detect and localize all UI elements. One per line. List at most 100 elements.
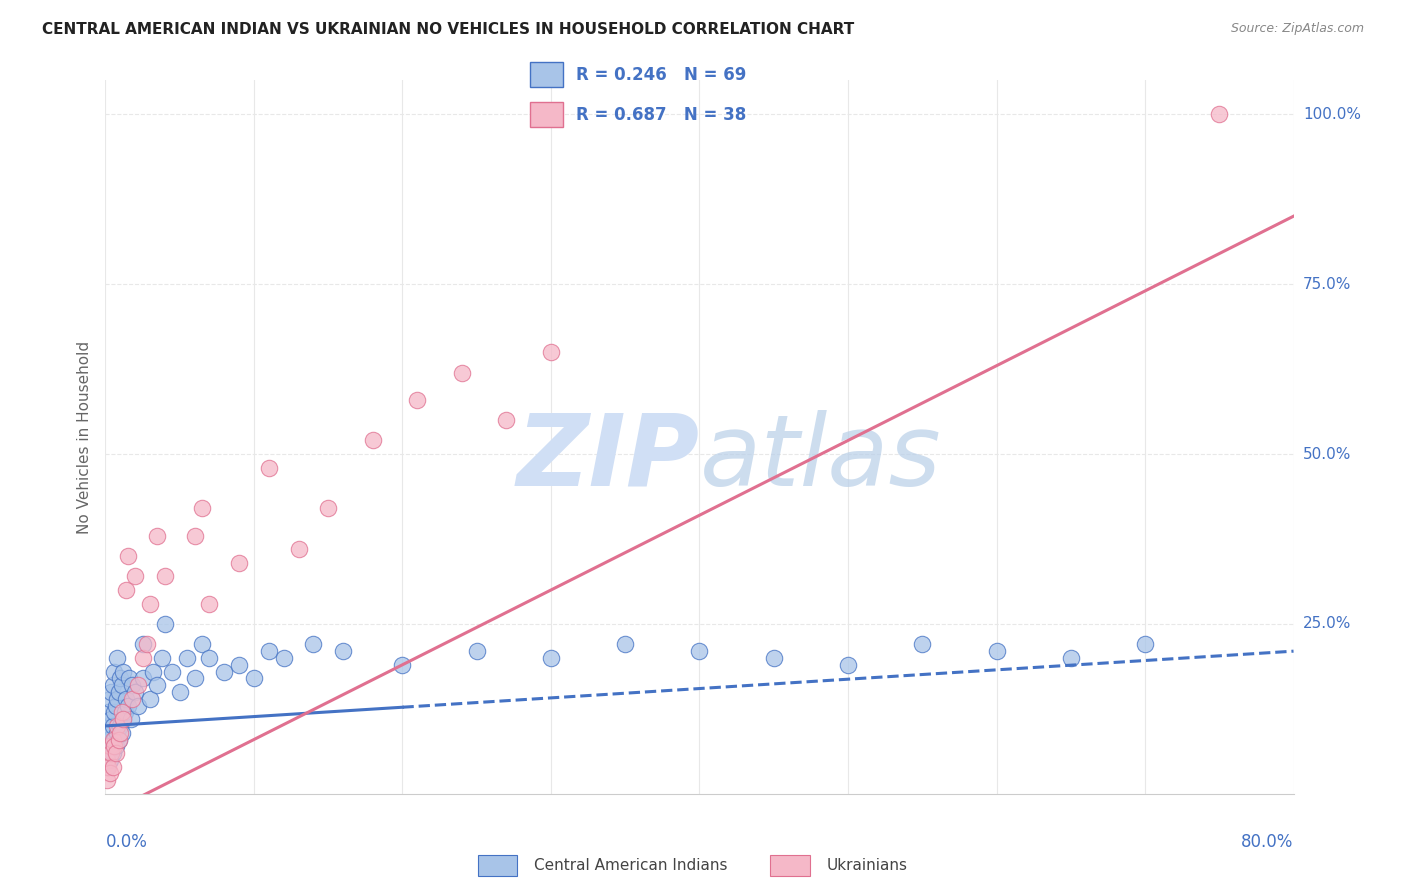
- Point: [111, 725, 134, 739]
- Point: [108, 732, 131, 747]
- Text: 80.0%: 80.0%: [1241, 833, 1294, 851]
- Point: [97, 706, 120, 720]
- Point: [112, 712, 135, 726]
- Point: [118, 671, 141, 685]
- Point: [105, 691, 128, 706]
- Point: [124, 685, 146, 699]
- Point: [108, 685, 131, 699]
- Point: [332, 644, 354, 658]
- Point: [131, 671, 153, 685]
- Bar: [530, 62, 564, 87]
- Point: [103, 739, 125, 754]
- Point: [100, 739, 122, 754]
- Point: [105, 725, 128, 739]
- Point: [139, 691, 162, 706]
- Point: [689, 644, 711, 658]
- Point: [103, 665, 125, 679]
- Point: [287, 542, 309, 557]
- Point: [495, 413, 517, 427]
- Point: [96, 760, 118, 774]
- Point: [391, 657, 413, 672]
- Point: [101, 732, 124, 747]
- Point: [96, 753, 118, 767]
- Point: [146, 678, 169, 692]
- Point: [1208, 107, 1230, 121]
- Text: ZIP: ZIP: [516, 410, 700, 507]
- Point: [191, 637, 214, 651]
- Point: [97, 732, 120, 747]
- Point: [98, 691, 121, 706]
- Point: [104, 739, 127, 754]
- Point: [540, 651, 562, 665]
- Point: [153, 569, 176, 583]
- Point: [139, 597, 162, 611]
- Point: [103, 732, 125, 747]
- Text: 75.0%: 75.0%: [1303, 277, 1351, 292]
- Point: [121, 691, 143, 706]
- Point: [98, 766, 121, 780]
- Text: 50.0%: 50.0%: [1303, 447, 1351, 461]
- Point: [540, 345, 562, 359]
- Point: [98, 753, 121, 767]
- Point: [183, 528, 205, 542]
- Point: [131, 651, 153, 665]
- Point: [127, 678, 149, 692]
- Point: [108, 732, 131, 747]
- Point: [117, 698, 139, 713]
- Point: [228, 657, 250, 672]
- Point: [146, 528, 169, 542]
- Point: [100, 712, 122, 726]
- Point: [198, 597, 221, 611]
- Point: [191, 501, 214, 516]
- Point: [114, 706, 136, 720]
- Point: [257, 460, 280, 475]
- Point: [169, 685, 191, 699]
- Point: [302, 637, 325, 651]
- Point: [316, 501, 339, 516]
- Point: [111, 706, 134, 720]
- Point: [273, 651, 295, 665]
- Text: R = 0.246   N = 69: R = 0.246 N = 69: [576, 66, 747, 84]
- Point: [115, 691, 138, 706]
- Point: [103, 706, 125, 720]
- Point: [614, 637, 637, 651]
- Text: Ukrainians: Ukrainians: [827, 858, 908, 872]
- Point: [1133, 637, 1156, 651]
- Point: [183, 671, 205, 685]
- Point: [110, 725, 132, 739]
- Point: [465, 644, 488, 658]
- Point: [361, 434, 384, 448]
- Point: [96, 773, 118, 788]
- Point: [150, 651, 173, 665]
- Point: [98, 725, 121, 739]
- Point: [198, 651, 221, 665]
- Text: R = 0.687   N = 38: R = 0.687 N = 38: [576, 105, 747, 123]
- Point: [112, 712, 135, 726]
- Point: [105, 651, 128, 665]
- Point: [162, 665, 184, 679]
- Point: [98, 739, 121, 754]
- Text: atlas: atlas: [700, 410, 941, 507]
- Point: [243, 671, 266, 685]
- Point: [117, 549, 139, 563]
- Point: [100, 746, 122, 760]
- Point: [121, 678, 143, 692]
- Point: [450, 366, 472, 380]
- Point: [257, 644, 280, 658]
- Point: [214, 665, 236, 679]
- Point: [115, 582, 138, 597]
- Point: [228, 556, 250, 570]
- Point: [406, 392, 429, 407]
- Point: [110, 671, 132, 685]
- Point: [101, 719, 124, 733]
- Text: 0.0%: 0.0%: [105, 833, 148, 851]
- Point: [131, 637, 153, 651]
- Text: 100.0%: 100.0%: [1303, 107, 1361, 122]
- Point: [100, 685, 122, 699]
- Text: Source: ZipAtlas.com: Source: ZipAtlas.com: [1230, 22, 1364, 36]
- Bar: [478, 855, 517, 876]
- Text: Central American Indians: Central American Indians: [534, 858, 728, 872]
- Point: [101, 678, 124, 692]
- Point: [142, 665, 165, 679]
- Point: [104, 698, 127, 713]
